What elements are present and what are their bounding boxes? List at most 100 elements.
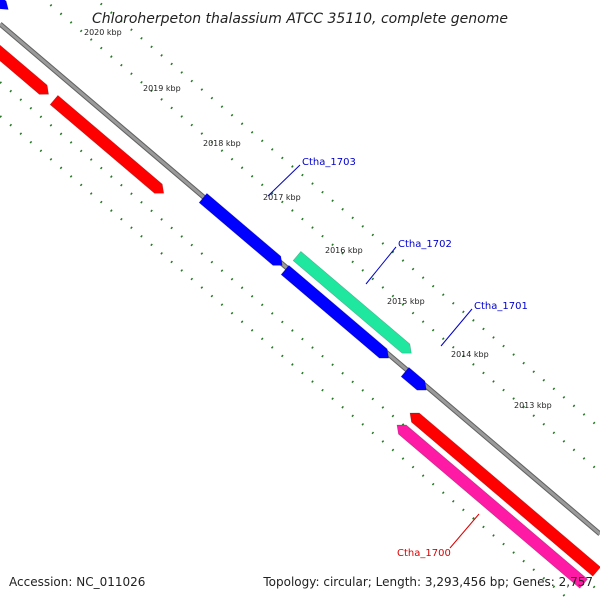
track-dot [321,388,324,392]
track-dot [381,242,385,245]
gene-labels: Ctha_1703 Ctha_1702 Ctha_1701 Ctha_1700 [302,157,528,559]
track-dot [150,209,153,213]
track-dot [140,200,143,204]
feature-arrow-blue[interactable] [198,193,283,266]
track-dot [311,226,314,229]
track-dot [391,414,395,418]
track-dot [120,19,123,23]
track-dot [281,320,284,324]
feature-arrow-red[interactable] [0,31,49,95]
track-dot [522,405,525,409]
track-dot [250,294,254,298]
track-dot [0,115,2,118]
track-dot [110,175,113,178]
track-dot [522,559,525,563]
track-dot [19,98,23,102]
track-dot [421,320,425,323]
track-dot [421,474,425,477]
track-dot [230,311,234,315]
track-dot [260,183,264,187]
track-dot [451,345,455,349]
track-dot [361,423,365,426]
track-dot [311,380,314,383]
gene-label-ctha-1703[interactable]: Ctha_1703 [302,157,356,168]
track-dot [562,594,566,597]
gene-label-ctha-1702[interactable]: Ctha_1702 [398,239,452,250]
track-dot [89,38,93,41]
track-dot [532,568,536,572]
track-dot [160,218,163,221]
feature-arrow-red[interactable] [409,412,600,577]
track-dot [451,301,455,305]
track-dot [301,371,304,375]
track-dot [552,585,556,589]
track-dot [130,72,133,76]
track-dot [150,45,153,49]
track-dot [512,397,515,400]
track-dot [301,217,304,221]
feature-arrow-blue[interactable] [0,0,9,10]
track-dot [29,140,33,144]
track-dot [29,106,33,110]
track-dot [482,525,485,529]
track-dot [542,378,546,382]
track-dot [281,156,284,160]
track-dot [431,482,435,486]
track-dot [240,320,244,324]
feature-arrow-pink[interactable] [396,424,588,589]
track-dot [200,252,204,255]
feature-arrow-green[interactable] [292,251,412,354]
track-dot [260,337,264,341]
feature-arrow-blue[interactable] [400,367,427,391]
track-dot [59,12,63,16]
leader-line [267,164,301,197]
track-dot [9,123,13,127]
track-dot [462,354,465,358]
map-title: Chloroherpeton thalassium ATCC 35110, co… [92,11,508,27]
track-dot [371,233,375,237]
feature-arrow-blue[interactable] [280,265,389,359]
track-dot [99,46,103,50]
track-dot [542,422,546,426]
track-dot [321,190,324,194]
track-dot [120,217,123,221]
track-dot [482,371,485,375]
track-dot [49,124,53,127]
track-dot [270,148,274,151]
track-dot [341,207,344,211]
track-dot [39,115,43,119]
track-dot [49,4,53,7]
track-dot [150,89,153,93]
track-dot [492,336,495,339]
track-dot [150,243,153,247]
track-dot [572,404,576,408]
gene-label-ctha-1700[interactable]: Ctha_1700 [397,548,451,559]
track-dot [411,465,415,469]
track-dot [210,260,214,264]
track-dot [592,465,596,469]
track-dot [130,192,133,196]
track-dot [240,122,244,126]
track-dot [140,234,143,238]
track-dot [351,414,354,418]
track-dot [99,166,103,170]
track-dot [230,157,234,161]
track-dot [371,397,375,401]
track-dot [441,337,445,341]
track-dot [130,226,133,230]
track-dot [270,312,274,315]
track-dot [401,457,405,460]
track-dot [190,243,194,247]
track-dot [311,346,314,349]
track-dot [160,54,163,57]
track-dot [532,370,536,374]
track-dot [361,389,365,392]
track-dot [180,115,184,118]
track-dot [341,251,344,255]
track-dot [542,576,546,580]
feature-arrow-red[interactable] [49,95,165,194]
track-dot [321,354,324,358]
gene-label-ctha-1701[interactable]: Ctha_1701 [474,301,528,312]
track-dot [381,440,385,443]
